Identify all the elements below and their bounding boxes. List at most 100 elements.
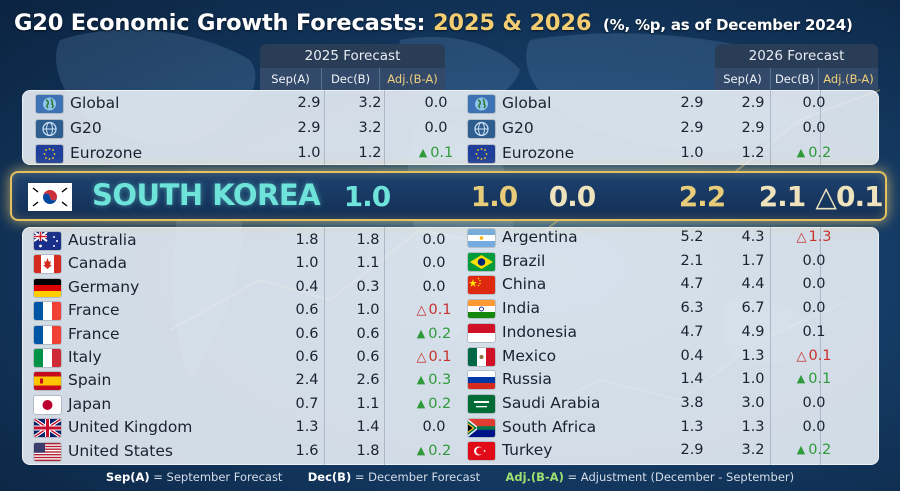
table-row: Global 2.9 3.2 0.0 bbox=[36, 92, 456, 116]
sep-value: 2.9 bbox=[297, 120, 321, 136]
france-flag-icon bbox=[34, 302, 61, 321]
china-flag-icon bbox=[468, 276, 495, 295]
south-korea-dec-2025: 1.0 bbox=[470, 180, 519, 213]
adj-value: 0.0 bbox=[802, 418, 826, 435]
country-name: India bbox=[502, 299, 541, 318]
country-name: South Africa bbox=[502, 417, 597, 436]
legend-footer: Sep(A) = September Forecast Dec(B) = Dec… bbox=[0, 470, 900, 488]
adj-value: 0.1 bbox=[783, 371, 845, 387]
adj-value: 0.0 bbox=[802, 120, 826, 136]
country-name: Brazil bbox=[502, 251, 546, 270]
country-name: Germany bbox=[68, 277, 140, 296]
footer-dec-text: = December Forecast bbox=[354, 470, 481, 484]
us-flag-icon bbox=[34, 442, 61, 461]
dec-value: 2.9 bbox=[741, 95, 765, 111]
country-name: Spain bbox=[68, 371, 112, 390]
dec-value: 2.9 bbox=[741, 120, 765, 136]
col-adj-2026: Adj.(B-A) bbox=[823, 72, 874, 86]
dec-value: 1.4 bbox=[356, 419, 380, 436]
globe-icon bbox=[36, 95, 63, 113]
divider bbox=[384, 90, 385, 165]
country-name: United States bbox=[68, 441, 173, 460]
country-name: Japan bbox=[68, 394, 112, 413]
table-row: China 4.7 4.4 0.0 bbox=[468, 273, 888, 297]
sep-value: 6.3 bbox=[680, 300, 704, 317]
france-flag-icon bbox=[34, 325, 61, 344]
title-note: (%, %p, as of December 2024) bbox=[602, 16, 853, 34]
adj-value: 0.0 bbox=[422, 232, 446, 248]
sep-value: 4.7 bbox=[680, 323, 704, 340]
country-name: Global bbox=[70, 94, 120, 112]
dec-value: 1.2 bbox=[358, 145, 382, 161]
adj-value: 0.3 bbox=[403, 372, 465, 388]
adj-value: 0.0 bbox=[422, 419, 446, 436]
germany-flag-icon bbox=[34, 278, 61, 297]
table-row: G20 2.9 2.9 0.0 bbox=[468, 117, 888, 141]
sep-value: 0.6 bbox=[295, 325, 319, 342]
footer-dec-key: Dec(B) bbox=[307, 470, 352, 484]
dec-value: 6.7 bbox=[741, 300, 765, 317]
adj-value: 0.2 bbox=[403, 326, 465, 342]
adj-value: 0.1 bbox=[783, 348, 845, 364]
page-title: G20 Economic Growth Forecasts: 2025 & 20… bbox=[14, 6, 853, 40]
countries-panel bbox=[22, 227, 879, 465]
adj-value: 0.0 bbox=[802, 95, 826, 111]
sep-value: 0.4 bbox=[680, 347, 704, 364]
dec-value: 4.9 bbox=[741, 323, 765, 340]
india-flag-icon bbox=[468, 300, 495, 319]
south-africa-flag-icon bbox=[468, 418, 495, 437]
table-row: Eurozone 1.0 1.2 0.2 bbox=[468, 142, 888, 166]
eu-flag-icon bbox=[468, 145, 495, 163]
dec-value: 1.3 bbox=[741, 347, 765, 364]
globe-icon bbox=[468, 95, 495, 113]
table-row: Saudi Arabia 3.8 3.0 0.0 bbox=[468, 392, 888, 416]
col-sep-2025: Sep(A) bbox=[260, 68, 322, 90]
sep-value: 1.8 bbox=[295, 232, 319, 248]
south-korea-adj-2025: 0.0 bbox=[548, 180, 597, 213]
country-name: Russia bbox=[502, 370, 552, 389]
sep-value: 5.2 bbox=[680, 229, 704, 245]
south-korea-sep-2025: 1.0 bbox=[343, 180, 392, 213]
saudi-flag-icon bbox=[468, 394, 495, 413]
title-years: 2025 & 2026 bbox=[432, 10, 592, 36]
country-name: G20 bbox=[70, 119, 102, 137]
country-name: Turkey bbox=[502, 441, 553, 460]
dec-value: 3.2 bbox=[741, 442, 765, 459]
sep-value: 1.0 bbox=[297, 145, 321, 161]
russia-flag-icon bbox=[468, 371, 495, 390]
country-name: Australia bbox=[68, 231, 137, 249]
canada-flag-icon bbox=[34, 255, 61, 274]
adj-value: 0.0 bbox=[802, 394, 826, 411]
table-row: Indonesia 4.7 4.9 0.1 bbox=[468, 321, 888, 345]
table-row: Argentina 5.2 4.3 1.3 bbox=[468, 226, 888, 250]
adj-value: 0.1 bbox=[405, 145, 467, 161]
header-2026: 2026 Forecast Sep(A) Dec(B) Adj.(B-A) bbox=[715, 44, 878, 90]
dec-value: 0.3 bbox=[356, 278, 380, 295]
south-korea-adj-2026: △0.1 bbox=[815, 180, 883, 213]
table-row: Mexico 0.4 1.3 0.1 bbox=[468, 345, 888, 369]
sep-value: 2.1 bbox=[680, 252, 704, 269]
header-2026-columns: Sep(A) Dec(B) Adj.(B-A) bbox=[715, 68, 878, 90]
indonesia-flag-icon bbox=[468, 323, 495, 342]
sep-value: 3.8 bbox=[680, 394, 704, 411]
country-name: Eurozone bbox=[70, 144, 143, 162]
australia-flag-icon bbox=[34, 232, 61, 250]
adj-value: 0.2 bbox=[403, 396, 465, 412]
sep-value: 0.4 bbox=[295, 278, 319, 295]
country-name: Eurozone bbox=[502, 144, 575, 162]
country-name: France bbox=[68, 324, 120, 343]
footer-sep-key: Sep(A) bbox=[105, 470, 150, 484]
dec-value: 3.2 bbox=[358, 120, 382, 136]
dec-value: 1.7 bbox=[741, 252, 765, 269]
adj-value: 0.0 bbox=[422, 278, 446, 295]
eu-flag-icon bbox=[36, 145, 63, 163]
dec-value: 1.2 bbox=[741, 145, 765, 161]
table-row: India 6.3 6.7 0.0 bbox=[468, 297, 888, 321]
italy-flag-icon bbox=[34, 349, 61, 367]
divider bbox=[324, 90, 325, 165]
